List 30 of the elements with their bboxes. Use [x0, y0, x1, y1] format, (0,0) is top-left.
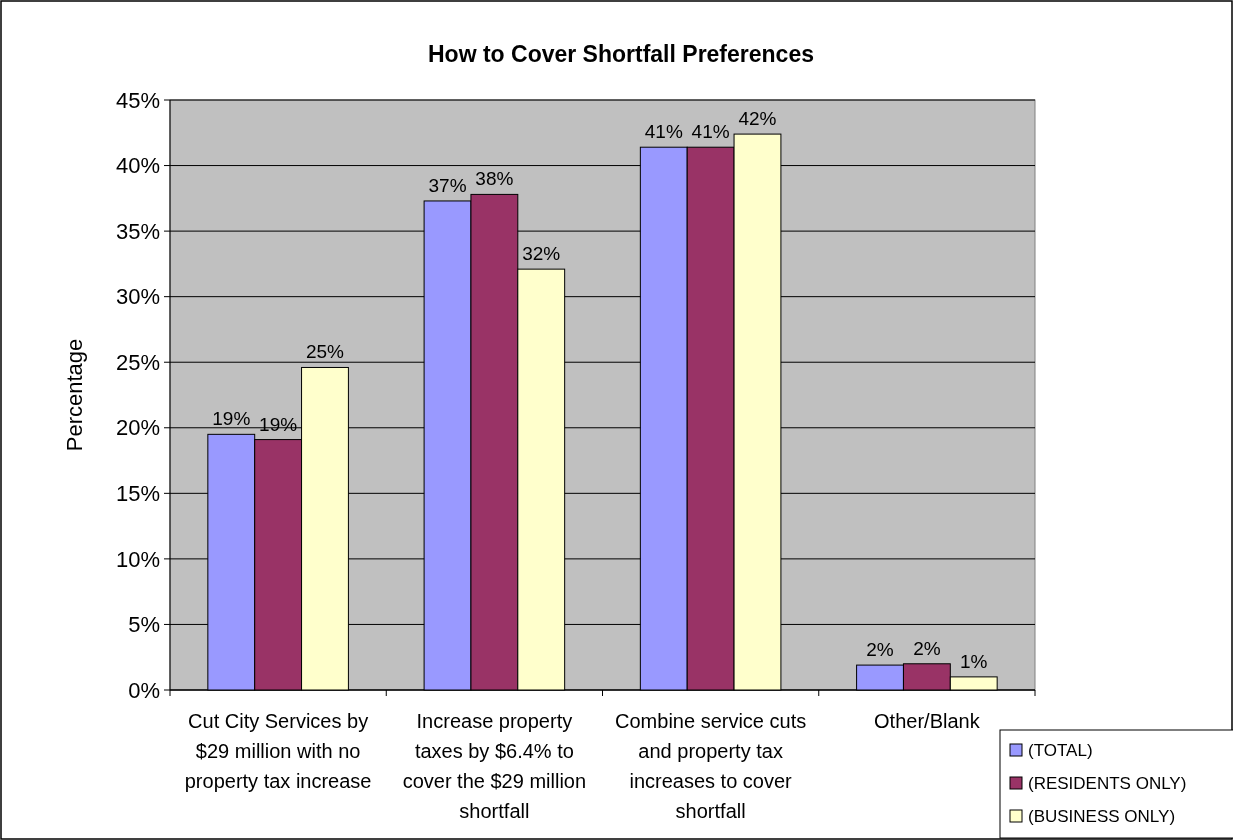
data-label: 32%: [522, 243, 561, 265]
data-label: 19%: [212, 408, 251, 430]
legend-label: (TOTAL): [1028, 740, 1093, 760]
y-tick-label: 30%: [115, 284, 160, 310]
y-tick-label: 20%: [115, 415, 160, 441]
y-tick-label: 40%: [115, 153, 160, 179]
y-tick-label: 25%: [115, 349, 160, 375]
x-tick-label: Other/Blank: [874, 710, 981, 732]
data-label: 2%: [866, 639, 894, 661]
x-tick-label: Cut City Services by $29 million with no property tax increase: [184, 710, 372, 792]
data-label: 41%: [644, 121, 683, 143]
y-tick-label: 15%: [115, 481, 160, 507]
legend-label: (RESIDENTS ONLY): [1028, 773, 1187, 793]
data-label: 41%: [691, 121, 730, 143]
y-tick-label: 0%: [128, 677, 160, 703]
x-tick-label: Combine service cuts and property tax increases to cover shortfall: [615, 710, 807, 822]
data-label: 42%: [738, 108, 777, 130]
data-label: 38%: [475, 168, 514, 190]
legend-label: (BUSINESS ONLY): [1028, 806, 1176, 826]
data-label: 25%: [305, 341, 345, 363]
x-tick-label: Increase property taxes by $6.4% to cover the $29 million shortfall: [402, 710, 587, 822]
data-label: 1%: [959, 650, 988, 672]
y-axis-title: Percentage: [62, 338, 87, 452]
y-tick-label: 45%: [115, 87, 160, 113]
y-tick-label: 5%: [128, 612, 160, 638]
chart-title: How to Cover Shortfall Preferences: [428, 41, 814, 67]
data-label: 2%: [913, 637, 941, 659]
y-tick-label: 10%: [115, 546, 160, 572]
data-label: 37%: [428, 174, 467, 196]
y-tick-label: 35%: [115, 218, 160, 244]
